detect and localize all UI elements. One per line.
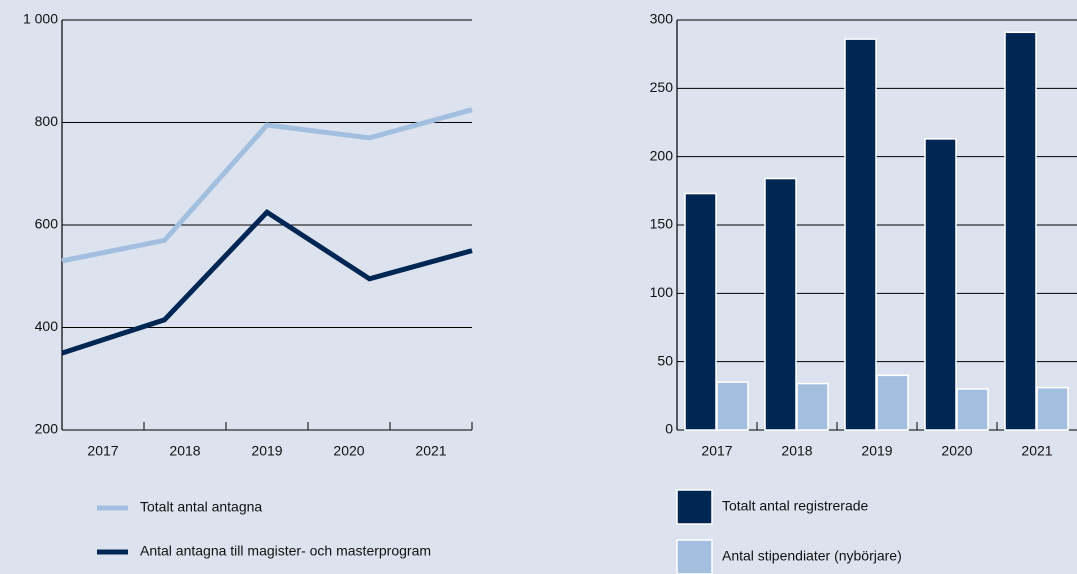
legend-swatch [676, 539, 713, 574]
y-tick-label: 0 [665, 421, 673, 437]
x-tick-label: 2020 [333, 443, 364, 459]
x-tick-label: 2021 [1021, 443, 1052, 459]
x-tick-label: 2017 [87, 443, 118, 459]
y-tick-label: 400 [35, 318, 59, 334]
line-series [61, 107, 473, 264]
bar [1004, 31, 1037, 431]
legend-label: Antal stipendiater (nybörjare) [722, 548, 902, 564]
y-tick-label: 1 000 [23, 11, 58, 27]
bar [924, 138, 957, 431]
x-tick-label: 2019 [251, 443, 282, 459]
bar [716, 381, 749, 431]
legend-swatch [676, 489, 713, 525]
legend-label: Totalt antal registrerade [722, 498, 869, 514]
line-series [61, 208, 473, 356]
bar [1036, 386, 1069, 431]
y-tick-label: 250 [650, 79, 674, 95]
y-tick-label: 50 [657, 352, 673, 368]
y-tick-label: 150 [650, 216, 674, 232]
bar [764, 177, 797, 431]
y-tick-label: 200 [35, 421, 59, 437]
legend-label: Antal antagna till magister- och masterp… [140, 543, 431, 559]
x-tick-label: 2020 [941, 443, 972, 459]
bar [844, 38, 877, 431]
bar [876, 374, 909, 431]
x-tick-label: 2017 [701, 443, 732, 459]
bar [684, 192, 717, 431]
y-tick-label: 300 [650, 11, 674, 27]
x-tick-label: 2019 [861, 443, 892, 459]
y-tick-label: 200 [650, 147, 674, 163]
x-tick-label: 2018 [169, 443, 200, 459]
y-tick-label: 800 [35, 113, 59, 129]
y-tick-label: 600 [35, 216, 59, 232]
y-tick-label: 100 [650, 284, 674, 300]
bar [796, 382, 829, 431]
x-tick-label: 2021 [415, 443, 446, 459]
legend-label: Totalt antal antagna [140, 499, 262, 515]
x-tick-label: 2018 [781, 443, 812, 459]
bar [956, 388, 989, 431]
